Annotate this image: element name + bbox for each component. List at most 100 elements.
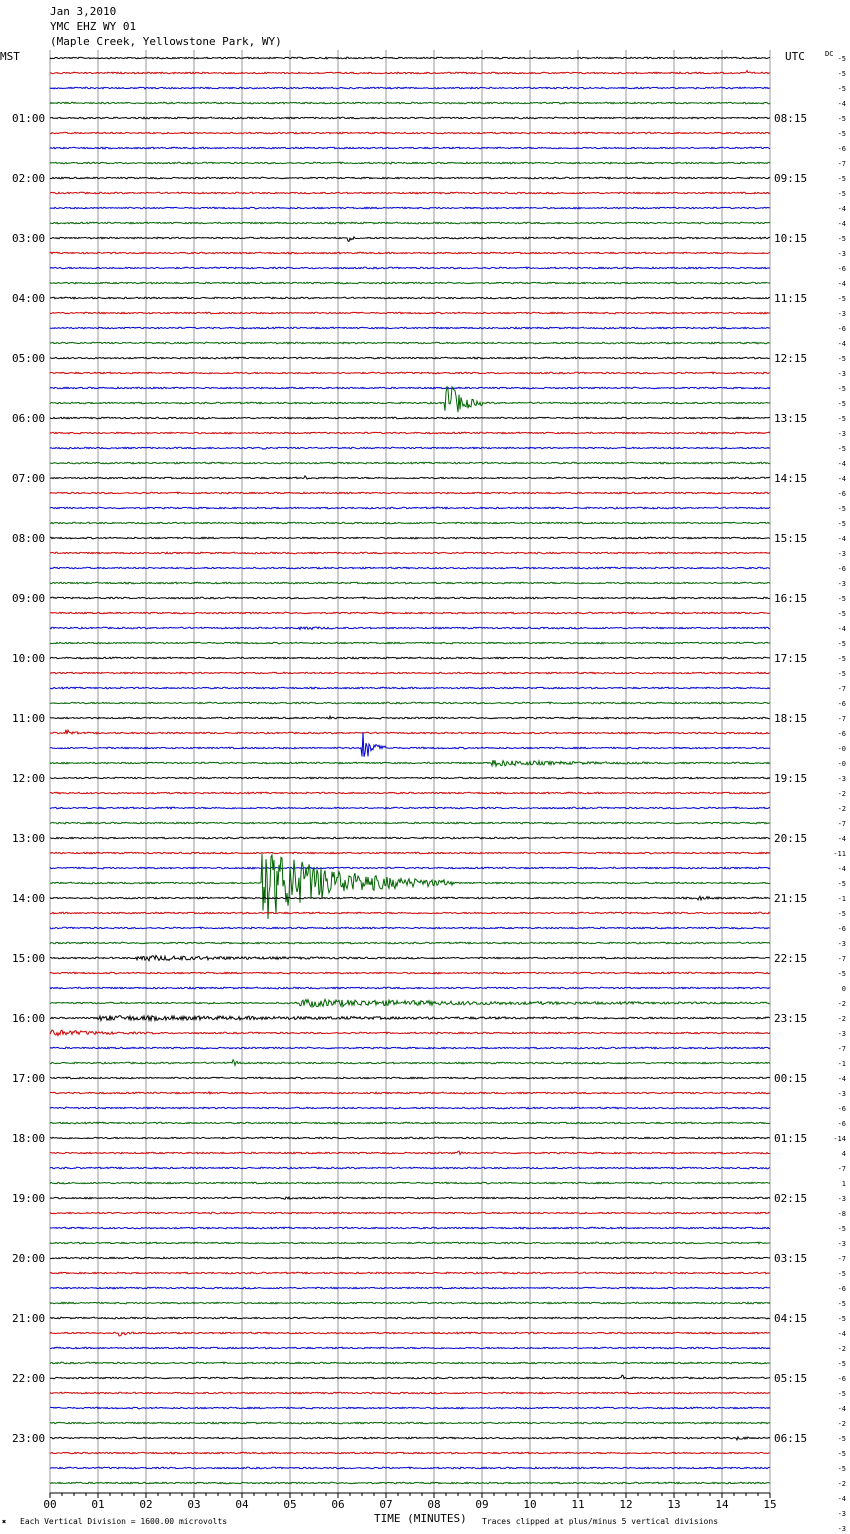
trace-line	[49, 1361, 770, 1365]
dc-offset-label: -5	[838, 85, 846, 93]
trace-line	[49, 997, 771, 1008]
mst-hour-label: 16:00	[12, 1012, 45, 1025]
dc-offset-label: -5	[838, 115, 846, 123]
x-tick-label: 02	[139, 1498, 152, 1511]
dc-offset-label: -3	[838, 250, 846, 258]
dc-offset-label: -5	[838, 190, 846, 198]
header-date: Jan 3,2010	[50, 5, 116, 18]
trace-line	[49, 296, 771, 300]
trace-line	[50, 1481, 771, 1485]
mst-hour-label: 12:00	[12, 772, 45, 785]
trace-line	[49, 191, 771, 195]
dc-offset-label: -3	[838, 310, 846, 318]
mst-hour-label: 15:00	[12, 952, 45, 965]
dc-offset-label: -7	[838, 160, 846, 168]
dc-offset-label: -7	[838, 1165, 846, 1173]
mst-axis-label: MST	[0, 50, 20, 63]
dc-offset-label: -3	[838, 430, 846, 438]
dc-offset-label: -5	[838, 1315, 846, 1323]
utc-hour-label: 15:15	[774, 532, 807, 545]
dc-offset-label: -5	[838, 970, 846, 978]
dc-offset-label: -5	[838, 1270, 846, 1278]
trace-line	[49, 776, 771, 780]
dc-offset-label: -2	[838, 1345, 846, 1353]
trace-line	[49, 1241, 771, 1245]
mst-hour-label: 21:00	[12, 1312, 45, 1325]
trace-line	[49, 986, 771, 990]
dc-offset-labels: -5 -5 -5 -4 -5 -5 -6 -7 -5 -5 -4 -4 -5 -3 -6 -4 -5 -3 -6 -4…	[833, 55, 846, 1533]
trace-line	[49, 446, 771, 450]
dc-offset-label: -5	[838, 1450, 846, 1458]
trace-line	[49, 656, 771, 660]
dc-offset-label: -5	[838, 295, 846, 303]
trace-line	[49, 1076, 771, 1080]
dc-offset-label: -5	[838, 1435, 846, 1443]
utc-hour-label: 01:15	[774, 1132, 807, 1145]
trace-line	[49, 1150, 771, 1156]
trace-line	[49, 1195, 771, 1201]
dc-offset-label: -5	[838, 415, 846, 423]
trace-line	[49, 1136, 771, 1140]
trace-line	[49, 1058, 771, 1068]
trace-line	[49, 1046, 771, 1050]
x-tick-label: 09	[475, 1498, 488, 1511]
utc-hour-label: 23:15	[774, 1012, 807, 1025]
trace-line	[49, 341, 770, 345]
trace-line	[49, 281, 771, 285]
trace-line	[49, 714, 771, 720]
dc-offset-label: -3	[838, 1090, 846, 1098]
utc-hour-label: 02:15	[774, 1192, 807, 1205]
x-tick-label: 11	[571, 1498, 584, 1511]
mst-hour-label: 23:00	[12, 1432, 45, 1445]
dc-offset-label: -5	[838, 655, 846, 663]
utc-hour-labels: 08:15 09:15 10:15 11:15 12:15 13:15 14:15 15:15…	[774, 112, 807, 1445]
trace-line	[49, 1301, 771, 1305]
trace-line	[49, 1211, 771, 1215]
dc-offset-label: 0	[842, 985, 846, 993]
mst-hour-label: 17:00	[12, 1072, 45, 1085]
dc-offset-label: -5	[838, 445, 846, 453]
dc-offset-label: -4	[838, 835, 846, 843]
trace-line	[49, 251, 771, 255]
utc-hour-label: 04:15	[774, 1312, 807, 1325]
dc-offset-label: -1	[838, 895, 846, 903]
dc-offset-label: -7	[838, 820, 846, 828]
dc-offset-label: 1	[842, 1180, 846, 1188]
x-tick-label: 08	[427, 1498, 440, 1511]
dc-offset-label: -4	[838, 220, 846, 228]
trace-line	[49, 971, 771, 975]
dc-offset-label: -5	[838, 385, 846, 393]
trace-line	[49, 1014, 771, 1023]
dc-offset-label: -2	[838, 805, 846, 813]
dc-offset-label: -6	[838, 1105, 846, 1113]
utc-hour-label: 22:15	[774, 952, 807, 965]
dc-offset-label: -5	[838, 1465, 846, 1473]
trace-line	[49, 161, 771, 165]
trace-line	[49, 116, 771, 120]
vertical-gridlines	[49, 50, 771, 1493]
dc-label: DC	[825, 50, 833, 58]
trace-line	[49, 1391, 771, 1395]
header-location: (Maple Creek, Yellowstone Park, WY)	[50, 35, 282, 48]
dc-offset-label: -4	[838, 280, 846, 288]
trace-line	[49, 926, 770, 930]
trace-line	[49, 1256, 771, 1260]
trace-line	[50, 551, 771, 555]
trace-line	[49, 386, 771, 390]
trace-line	[49, 1166, 771, 1170]
dc-offset-label: -5	[838, 1300, 846, 1308]
mst-hour-label: 10:00	[12, 652, 45, 665]
mst-hour-labels: 01:00 02:00 03:00 04:00 05:00 06:00 07:00 08:00…	[12, 112, 45, 1445]
dc-offset-label: -4	[838, 460, 846, 468]
trace-line	[49, 266, 771, 270]
dc-offset-label: -5	[838, 640, 846, 648]
trace-line	[49, 506, 771, 510]
dc-offset-label: -0	[838, 760, 846, 768]
seismic-traces	[49, 56, 771, 1485]
dc-offset-label: -4	[838, 1405, 846, 1413]
trace-line	[49, 56, 771, 60]
trace-line	[49, 626, 770, 631]
dc-offset-label: -4	[838, 1495, 846, 1503]
dc-offset-label: -3	[838, 775, 846, 783]
mst-hour-label: 20:00	[12, 1252, 45, 1265]
